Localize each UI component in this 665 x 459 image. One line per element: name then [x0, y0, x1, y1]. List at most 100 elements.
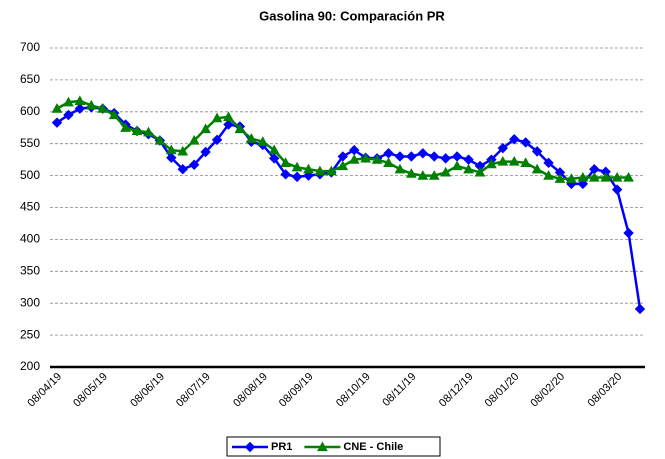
point	[166, 152, 177, 163]
point	[200, 123, 211, 134]
x-tick-label: 08/08/19	[231, 371, 270, 410]
point	[74, 95, 86, 106]
point	[154, 134, 166, 145]
point	[429, 151, 440, 162]
point	[337, 160, 349, 171]
x-tick-label: 08/06/19	[128, 371, 167, 410]
point	[463, 163, 474, 174]
point	[417, 148, 429, 159]
point	[348, 154, 360, 164]
point	[566, 173, 577, 183]
point	[165, 144, 177, 155]
x-tick-label: 08/07/19	[174, 371, 213, 410]
series-line	[56, 106, 642, 310]
point	[211, 134, 223, 146]
x-tick-label: 08/03/20	[586, 371, 625, 410]
point	[611, 184, 623, 195]
y-tick-label: 350	[20, 263, 40, 277]
y-tick-label: 600	[20, 104, 40, 118]
point	[234, 123, 246, 134]
point	[291, 161, 303, 172]
point	[268, 144, 280, 155]
y-tick-label: 300	[20, 295, 40, 309]
point	[326, 165, 337, 176]
point	[497, 142, 509, 154]
point	[451, 151, 463, 162]
point	[97, 103, 109, 113]
y-tick-label: 450	[20, 200, 40, 214]
point	[577, 178, 589, 190]
x-tick-label: 08/04/19	[25, 371, 64, 410]
point	[600, 171, 612, 182]
point	[177, 164, 188, 175]
legend-label: CNE - Chile	[343, 441, 403, 453]
point	[303, 163, 314, 174]
y-tick-label: 500	[20, 168, 40, 182]
point	[280, 169, 291, 180]
point	[520, 157, 532, 167]
point	[383, 157, 394, 167]
chart-title: Gasolina 90: Comparación PR	[259, 8, 445, 23]
point	[406, 168, 417, 178]
point	[291, 171, 303, 183]
point	[440, 166, 452, 177]
point	[417, 170, 429, 180]
point	[223, 119, 234, 130]
point	[63, 96, 74, 107]
point	[85, 99, 97, 110]
point	[188, 134, 200, 145]
x-tick-label: 08/11/19	[380, 371, 418, 409]
point	[268, 153, 280, 164]
point	[188, 159, 200, 170]
point	[223, 111, 234, 122]
point	[406, 151, 417, 162]
point	[508, 156, 520, 166]
y-tick-label: 550	[20, 136, 40, 150]
point	[577, 171, 589, 182]
point	[360, 152, 371, 163]
y-tick-label: 650	[20, 72, 40, 86]
point	[74, 103, 86, 114]
point	[543, 170, 554, 180]
point	[440, 153, 451, 164]
point	[543, 157, 554, 169]
point	[245, 133, 257, 143]
legend-marker	[317, 441, 328, 452]
point	[531, 146, 543, 157]
point	[554, 173, 566, 183]
point	[428, 170, 440, 180]
y-tick-label: 700	[20, 40, 40, 54]
x-tick-label: 08/09/19	[277, 371, 316, 410]
point	[314, 165, 326, 176]
point	[486, 158, 497, 169]
point	[394, 163, 406, 174]
point	[588, 171, 600, 182]
point	[509, 134, 520, 145]
point	[200, 146, 211, 158]
point	[611, 171, 623, 182]
point	[383, 148, 394, 159]
point	[303, 170, 314, 181]
point	[131, 125, 143, 136]
point	[623, 227, 634, 239]
legend-label: PR1	[271, 441, 292, 453]
point	[371, 154, 383, 164]
point	[531, 163, 543, 174]
point	[177, 145, 189, 156]
point	[280, 157, 291, 167]
point	[634, 303, 646, 315]
x-tick-label: 08/10/19	[334, 371, 373, 410]
point	[63, 109, 74, 121]
x-tick-label: 08/02/20	[528, 371, 567, 410]
x-tick-label: 08/12/19	[437, 371, 476, 410]
y-tick-label: 200	[20, 359, 40, 373]
point	[394, 151, 406, 162]
point	[51, 117, 63, 128]
legend-marker	[244, 441, 256, 453]
point	[474, 166, 486, 177]
point	[51, 103, 63, 113]
point	[257, 136, 269, 146]
point	[623, 171, 634, 182]
point	[120, 122, 131, 132]
